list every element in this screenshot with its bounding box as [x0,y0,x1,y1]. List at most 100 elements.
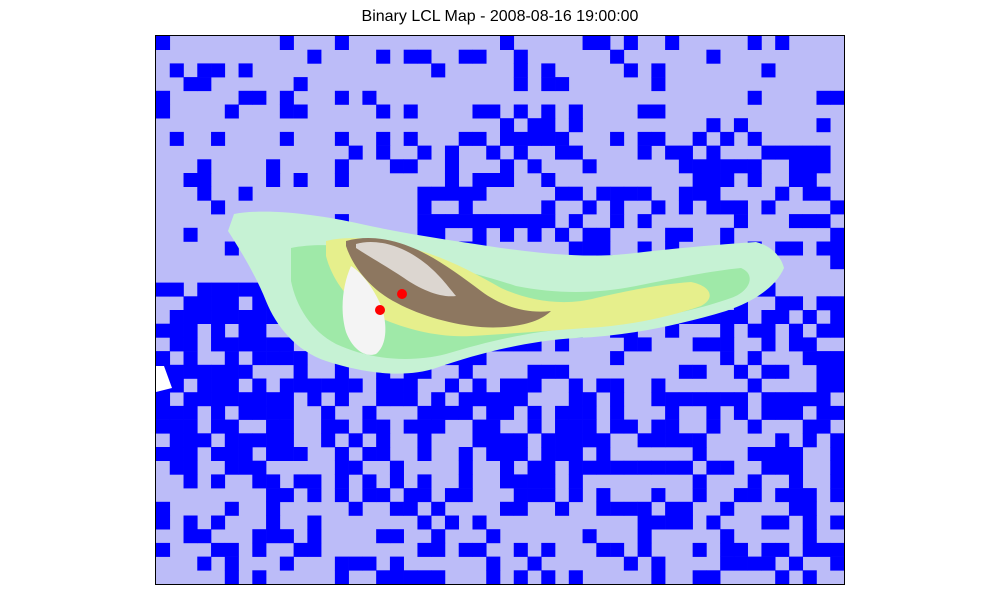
lcl-cell [692,337,707,352]
lcl-cell [816,378,831,393]
lcl-cell [555,77,570,92]
lcl-cell [183,337,198,352]
lcl-cell [334,131,349,146]
lcl-cell [665,36,680,50]
lcl-cell [816,214,831,229]
lcl-cell [403,159,418,174]
lcl-cell [431,214,446,229]
lcl-cell [389,378,404,393]
lcl-cell [417,542,432,557]
lcl-cell [211,323,226,338]
lcl-cell [279,488,294,503]
lcl-cell [816,118,831,133]
lcl-cell [238,90,253,105]
lcl-cell [252,460,267,475]
lcl-cell [816,90,831,105]
lcl-cell [665,405,680,420]
lcl-cell [555,419,570,434]
lcl-cell [417,214,432,229]
lcl-cell [692,447,707,461]
lcl-cell [568,186,583,201]
lcl-cell [623,337,638,352]
lcl-cell [486,529,501,544]
lcl-cell [183,460,198,475]
lcl-cell [486,570,501,584]
lcl-cell [541,460,556,475]
lcl-cell [610,214,625,229]
lcl-cell [733,310,748,324]
terrain-white-patch [342,266,386,355]
lcl-cell [582,405,597,420]
lcl-cell [293,364,308,379]
lcl-cell [720,392,735,407]
lcl-cell [788,474,804,489]
lcl-cell [156,542,171,557]
lcl-cell [637,337,652,352]
lcl-cell [623,186,638,201]
lcl-cell [637,104,652,119]
lcl-cell [156,515,171,530]
station-marker[interactable] [375,305,385,315]
lcl-cell [238,433,253,448]
lcl-cell [334,447,349,461]
map-panel[interactable] [155,35,845,585]
lcl-cell [403,488,418,503]
lcl-cell [788,159,804,174]
lcl-cell [307,542,322,557]
lcl-cell [252,337,267,352]
lcl-cell [444,405,460,420]
lcl-cell [183,419,198,434]
lcl-cell [610,405,625,420]
lcl-cell [788,392,804,407]
lcl-cell [252,474,267,489]
lcl-cell [513,392,528,407]
lcl-cell [830,296,844,311]
lcl-cell [733,159,748,174]
lcl-cell [802,310,817,324]
lcl-cell [747,556,762,571]
lcl-cell [156,419,171,434]
lcl-cell [169,364,184,379]
lcl-cell [444,488,460,503]
lcl-cell [500,173,515,187]
lcl-map[interactable] [156,36,844,584]
lcl-cell [169,378,184,393]
lcl-cell [816,405,831,420]
lcl-cell [637,145,652,160]
lcl-cell [431,186,446,201]
lcl-cell [211,63,226,78]
lcl-cell [733,556,748,571]
lcl-cell [720,323,735,338]
lcl-cell [197,77,212,92]
lcl-cell [197,433,212,448]
terrain-peak-contour [356,241,456,297]
lcl-cell [720,529,735,544]
lcl-cell [500,118,515,133]
lcl-cell [431,570,446,584]
lcl-cell [596,501,611,516]
lcl-cell [582,419,597,434]
coast-white-patch [156,366,172,392]
lcl-cell [307,378,322,393]
lcl-cell [678,145,693,160]
lcl-cell [816,542,831,557]
lcl-cell [224,419,239,434]
lcl-cell [816,364,831,379]
lcl-cell [651,460,666,475]
lcl-cell [582,159,597,174]
lcl-cell [706,49,721,64]
lcl-cell [775,433,790,448]
lcl-cell [527,227,542,242]
lcl-cell [238,282,253,297]
lcl-cell [293,378,308,393]
lcl-cell [156,351,171,366]
lcl-cell [775,310,790,324]
lcl-cell [348,433,363,448]
lcl-cell [376,392,391,407]
lcl-cell [403,419,418,434]
lcl-cell [197,310,212,324]
lcl-cell [472,131,487,146]
lcl-cell [513,131,528,146]
station-marker[interactable] [397,289,407,299]
lcl-cell [665,419,680,434]
